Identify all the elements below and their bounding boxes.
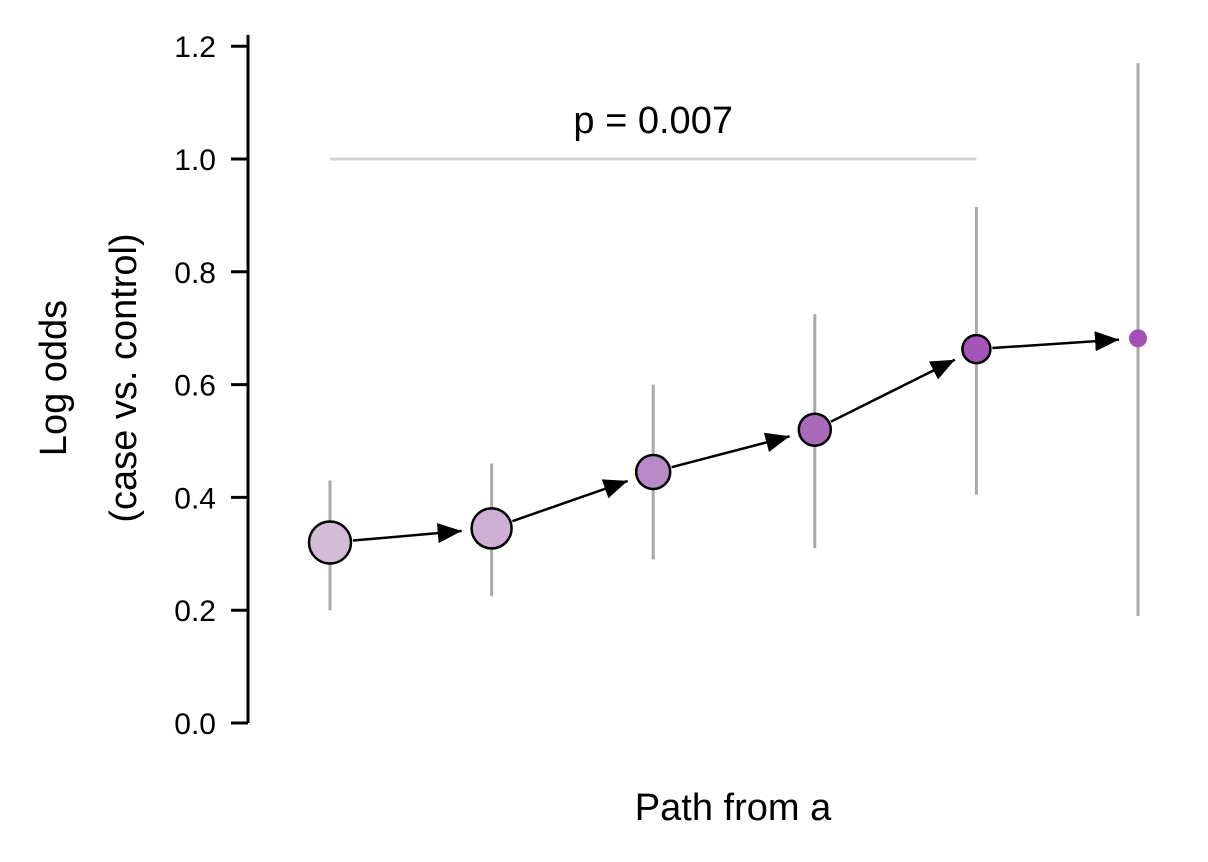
y-tick-label: 0.4	[174, 482, 216, 515]
y-tick-label: 0.6	[174, 370, 216, 403]
significance-bracket: p = 0.007	[330, 100, 977, 161]
data-point	[470, 507, 513, 550]
p-value-annotation: p = 0.007	[573, 100, 733, 142]
path-arrows	[352, 331, 1120, 544]
path-arrow	[352, 523, 462, 544]
y-tick-label: 0.2	[174, 595, 216, 628]
x-axis-label: Path from a	[635, 787, 832, 829]
data-points	[307, 329, 1147, 565]
data-point	[634, 453, 672, 491]
path-arrow	[511, 479, 629, 523]
path-arrow	[830, 358, 956, 423]
data-point	[797, 412, 833, 447]
data-point	[307, 520, 353, 565]
y-axis-label-line2: (case vs. control)	[103, 233, 145, 522]
y-tick-label: 1.2	[174, 31, 216, 64]
path-arrow	[992, 331, 1120, 352]
path-arrow	[671, 432, 790, 469]
y-tick-label: 1.0	[174, 144, 216, 177]
y-axis-label-line1: Log odds	[33, 300, 75, 456]
data-point	[1129, 329, 1147, 348]
y-axis: 0.0 0.2 0.4 0.6 0.8 1.0 1.2	[174, 31, 250, 741]
y-tick-label: 0.8	[174, 257, 216, 290]
y-tick-label: 0.0	[174, 708, 216, 741]
data-point	[961, 333, 992, 365]
